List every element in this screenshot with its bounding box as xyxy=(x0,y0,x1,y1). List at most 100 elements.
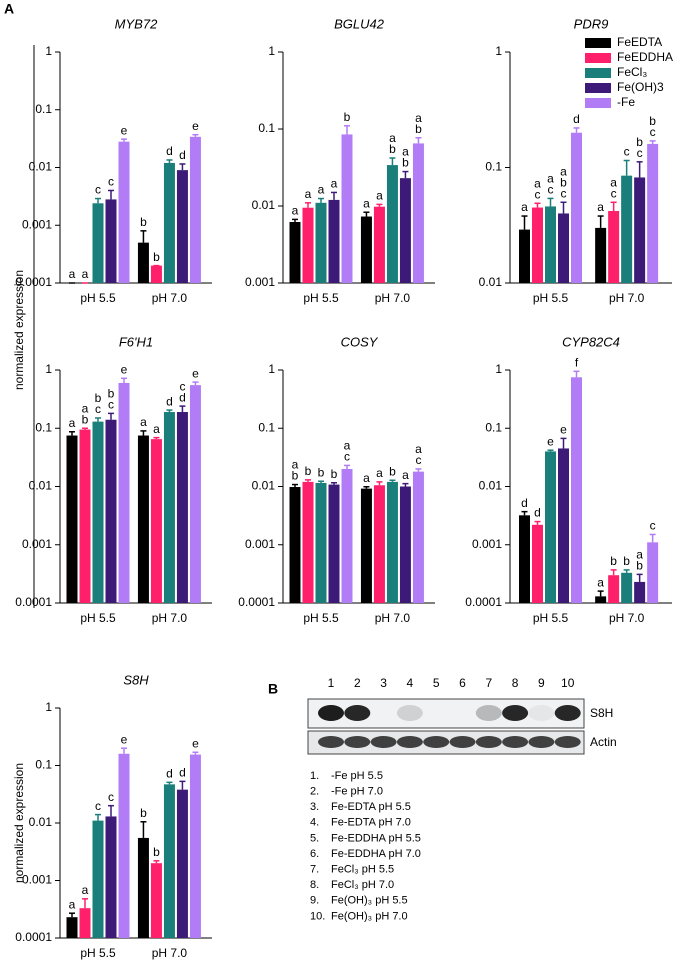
blot-band xyxy=(502,705,529,721)
significance-letter: e xyxy=(192,366,199,380)
bar xyxy=(150,265,162,283)
significance-letter: e xyxy=(121,362,128,376)
lane-number: 6 xyxy=(459,676,466,690)
blot-band xyxy=(528,736,555,748)
y-tick-label: 0.0001 xyxy=(238,595,275,609)
lane-number: 1 xyxy=(328,676,335,690)
significance-letter: a xyxy=(402,468,409,482)
y-tick-label: 0.001 xyxy=(245,275,275,289)
blot-band xyxy=(449,736,476,748)
significance-letter: a xyxy=(331,177,338,191)
bar xyxy=(66,917,78,938)
bar xyxy=(189,385,201,603)
bar xyxy=(545,206,556,283)
sample-number: 5. xyxy=(310,832,319,844)
significance-letter: a xyxy=(389,131,396,145)
sample-name: -Fe pH 7.0 xyxy=(331,786,383,798)
panel-label: A xyxy=(4,1,14,17)
bar xyxy=(315,482,327,603)
x-tick-label: pH 5.5 xyxy=(533,291,569,305)
significance-letter: a xyxy=(363,471,370,485)
legend-swatch xyxy=(585,53,611,63)
significance-letter: a xyxy=(402,145,409,159)
bar xyxy=(519,515,530,603)
significance-letter: e xyxy=(192,736,199,750)
y-axis-label: normalized expression xyxy=(12,270,26,390)
bar xyxy=(412,143,424,283)
bar xyxy=(176,170,188,283)
y-tick-label: 1 xyxy=(45,362,52,376)
blot-band xyxy=(370,736,397,748)
bar xyxy=(360,488,372,603)
significance-letter: b xyxy=(344,110,351,124)
x-tick-label: pH 5.5 xyxy=(80,611,116,625)
bar xyxy=(118,382,130,603)
bar xyxy=(105,816,117,938)
sample-name: Fe(OH)₃ pH 7.0 xyxy=(331,910,408,922)
blot-band xyxy=(502,736,529,748)
bar xyxy=(328,484,340,603)
blot-strip xyxy=(307,698,585,729)
blot-band xyxy=(554,736,581,748)
significance-letter: a xyxy=(292,204,299,218)
significance-letter: c xyxy=(344,450,350,464)
bar xyxy=(647,143,659,283)
bar xyxy=(105,419,117,603)
significance-letter: b xyxy=(108,387,115,401)
y-tick-label: 0.01 xyxy=(29,479,53,493)
significance-letter: b xyxy=(389,464,396,478)
y-tick-label: 0.1 xyxy=(35,102,52,116)
bar xyxy=(302,207,314,283)
y-tick-label: 0.001 xyxy=(245,537,275,551)
significance-letter: a xyxy=(153,422,160,436)
bar xyxy=(176,789,188,938)
y-tick-label: 0.001 xyxy=(472,537,502,551)
significance-letter: a xyxy=(376,466,383,480)
sample-name: FeCl₃ pH 5.5 xyxy=(331,864,394,876)
significance-letter: a xyxy=(140,415,147,429)
significance-letter: b xyxy=(623,554,630,568)
bar xyxy=(558,448,569,603)
bar xyxy=(289,221,301,283)
y-tick-label: 1 xyxy=(495,44,502,58)
x-tick-label: pH 5.5 xyxy=(533,611,569,625)
bar xyxy=(315,202,327,283)
bar xyxy=(328,199,340,283)
x-tick-label: pH 5.5 xyxy=(80,946,116,960)
x-tick-label: pH 7.0 xyxy=(152,291,188,305)
significance-letter: d xyxy=(534,506,541,520)
legend-label: FeCl₃ xyxy=(617,65,647,79)
significance-letter: c xyxy=(611,186,617,200)
significance-letter: d xyxy=(166,394,173,408)
chart-title: MYB72 xyxy=(115,16,158,31)
significance-letter: c xyxy=(108,790,114,804)
bar xyxy=(176,412,188,603)
blot-band xyxy=(396,705,423,721)
y-tick-label: 0.1 xyxy=(35,420,52,434)
bar xyxy=(386,165,398,283)
chart-title: F6'H1 xyxy=(119,334,153,349)
bar xyxy=(571,377,582,603)
sample-name: Fe-EDDHA pH 7.0 xyxy=(331,848,421,860)
significance-letter: a xyxy=(82,401,89,415)
significance-letter: a xyxy=(82,883,89,897)
y-tick-label: 0.1 xyxy=(485,160,502,174)
significance-letter: e xyxy=(121,123,128,137)
legend-label: FeEDDHA xyxy=(617,50,673,64)
significance-letter: c xyxy=(624,145,630,159)
significance-letter: a xyxy=(69,267,76,281)
bar xyxy=(118,753,130,938)
significance-letter: d xyxy=(179,390,186,404)
blot-band xyxy=(528,705,555,721)
significance-letter: e xyxy=(121,732,128,746)
significance-letter: d xyxy=(179,766,186,780)
sample-name: FeCl₃ pH 7.0 xyxy=(331,879,394,891)
bar xyxy=(608,575,620,603)
significance-letter: c xyxy=(95,183,101,197)
significance-letter: c xyxy=(548,183,554,197)
bar xyxy=(105,199,117,283)
y-tick-label: 0.1 xyxy=(258,420,275,434)
significance-letter: c xyxy=(650,519,656,533)
significance-letter: b xyxy=(153,250,160,264)
